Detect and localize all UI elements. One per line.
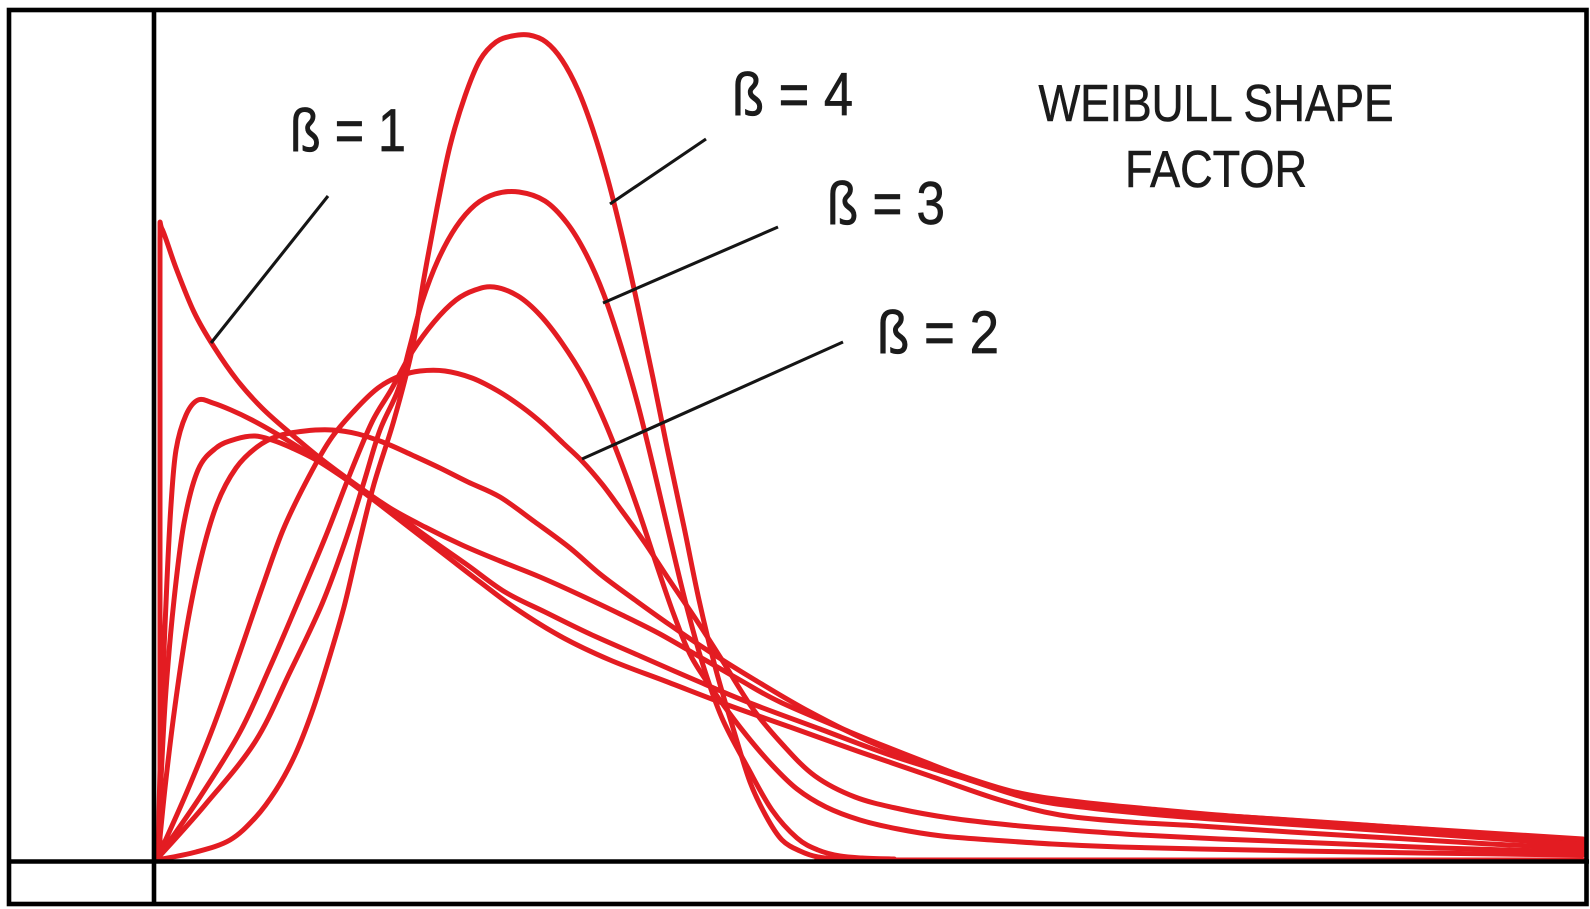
svg-text:ß = 4: ß = 4: [732, 61, 853, 128]
svg-text:FACTOR: FACTOR: [1125, 141, 1307, 199]
svg-text:ß = 1: ß = 1: [290, 97, 406, 164]
svg-text:WEIBULL SHAPE: WEIBULL SHAPE: [1039, 75, 1394, 133]
svg-text:ß = 3: ß = 3: [827, 170, 945, 237]
svg-text:ß = 2: ß = 2: [877, 299, 999, 366]
